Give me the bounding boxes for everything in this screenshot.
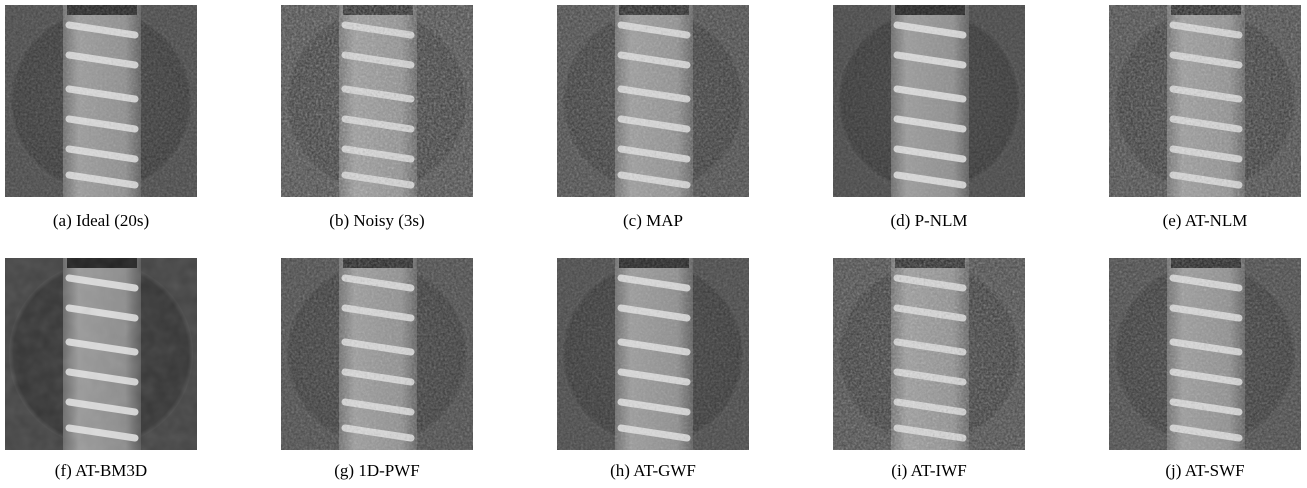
noise-overlay (1109, 5, 1301, 197)
noise-overlay (5, 5, 197, 197)
image-panel (557, 5, 749, 197)
image-panel (5, 258, 197, 450)
caption: (b) Noisy (3s) (329, 211, 424, 230)
noise-overlay (1109, 258, 1301, 450)
image-panel (557, 258, 749, 450)
caption: (f) AT-BM3D (55, 461, 147, 480)
figure: (a) Ideal (20s) (b) Noisy (3s) (c) MAP (d) … (0, 0, 1307, 488)
caption: (h) AT-GWF (610, 461, 696, 480)
caption: (j) AT-SWF (1165, 461, 1244, 480)
caption: (i) AT-IWF (891, 461, 966, 480)
noise-overlay (281, 5, 473, 197)
caption: (e) AT-NLM (1163, 211, 1248, 230)
noise-overlay (833, 5, 1025, 197)
noise-overlay (557, 5, 749, 197)
image-panel (833, 5, 1025, 197)
image-panel (5, 5, 197, 197)
image-panel (281, 5, 473, 197)
noise-overlay (557, 258, 749, 450)
image-panel (281, 258, 473, 450)
image-panel (1109, 258, 1301, 450)
caption: (a) Ideal (20s) (53, 211, 149, 230)
caption: (c) MAP (623, 211, 683, 230)
image-panel (1109, 5, 1301, 197)
image-panel (833, 258, 1025, 450)
noise-overlay (5, 258, 197, 450)
caption: (d) P-NLM (891, 211, 968, 230)
noise-overlay (833, 258, 1025, 450)
noise-overlay (281, 258, 473, 450)
caption: (g) 1D-PWF (334, 461, 419, 480)
